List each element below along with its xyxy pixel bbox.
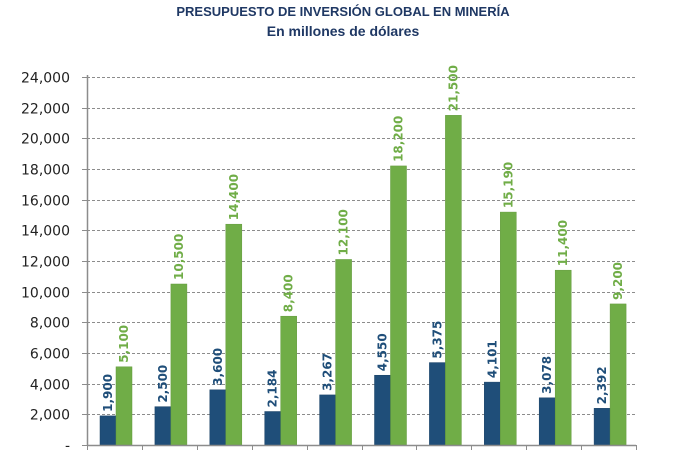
- bar-green: [170, 283, 188, 446]
- bar-green: [225, 223, 243, 446]
- bar-green: [335, 259, 352, 446]
- y-tick-label: 2,000: [30, 408, 70, 424]
- data-label: 1,900: [101, 374, 115, 412]
- bar-blue: [374, 374, 391, 446]
- data-label: 10,500: [172, 234, 186, 280]
- bar-blue: [264, 411, 281, 446]
- data-label: 9,200: [611, 262, 625, 300]
- bar-green: [390, 165, 407, 446]
- bar-blue: [538, 397, 556, 446]
- bar-blue: [209, 389, 227, 446]
- data-label: 3,600: [211, 348, 225, 386]
- y-tick-label: 24,000: [21, 71, 70, 87]
- y-tick-label: 20,000: [21, 132, 70, 148]
- bar-green: [609, 303, 627, 446]
- bar-blue: [429, 362, 446, 446]
- bar-green: [500, 211, 517, 446]
- y-tick-label: 16,000: [21, 194, 70, 210]
- bar-green: [115, 366, 133, 446]
- data-label: 4,550: [376, 333, 390, 371]
- y-tick-label: 10,000: [21, 286, 70, 302]
- y-tick-label: -: [65, 439, 70, 454]
- y-tick-label: 8,000: [30, 316, 70, 332]
- data-label: 8,400: [282, 274, 296, 312]
- bar-blue: [319, 394, 336, 446]
- data-label: 3,267: [321, 353, 335, 391]
- data-label: 2,184: [266, 370, 280, 408]
- data-label: 18,200: [392, 116, 406, 162]
- data-label: 2,500: [156, 365, 170, 403]
- data-label: 2,392: [595, 366, 609, 404]
- y-tick-label: 12,000: [21, 255, 70, 271]
- data-label: 21,500: [446, 65, 460, 111]
- data-label: 12,100: [337, 209, 351, 255]
- data-label: 3,078: [540, 356, 554, 394]
- data-label: 14,400: [227, 174, 241, 220]
- y-tick-label: 18,000: [21, 163, 70, 179]
- data-label: 5,375: [430, 321, 444, 359]
- data-label: 5,100: [117, 325, 131, 363]
- data-label: 15,190: [501, 162, 515, 208]
- bar-green: [280, 315, 297, 446]
- chart-title: PRESUPUESTO DE INVERSIÓN GLOBAL EN MINER…: [176, 4, 510, 19]
- y-tick-label: 22,000: [21, 102, 70, 118]
- bar-green: [445, 115, 462, 446]
- bar-blue: [593, 408, 611, 446]
- chart-subtitle: En millones de dólares: [266, 23, 420, 39]
- data-label: 4,101: [485, 340, 499, 378]
- bar-blue: [484, 381, 501, 446]
- y-tick-label: 14,000: [21, 224, 70, 240]
- y-tick-label: 4,000: [30, 378, 70, 394]
- y-tick-label: 6,000: [30, 347, 70, 363]
- bar-green: [554, 269, 572, 446]
- bar-blue: [154, 406, 172, 446]
- data-label: 11,400: [556, 220, 570, 266]
- bar-blue: [99, 415, 117, 446]
